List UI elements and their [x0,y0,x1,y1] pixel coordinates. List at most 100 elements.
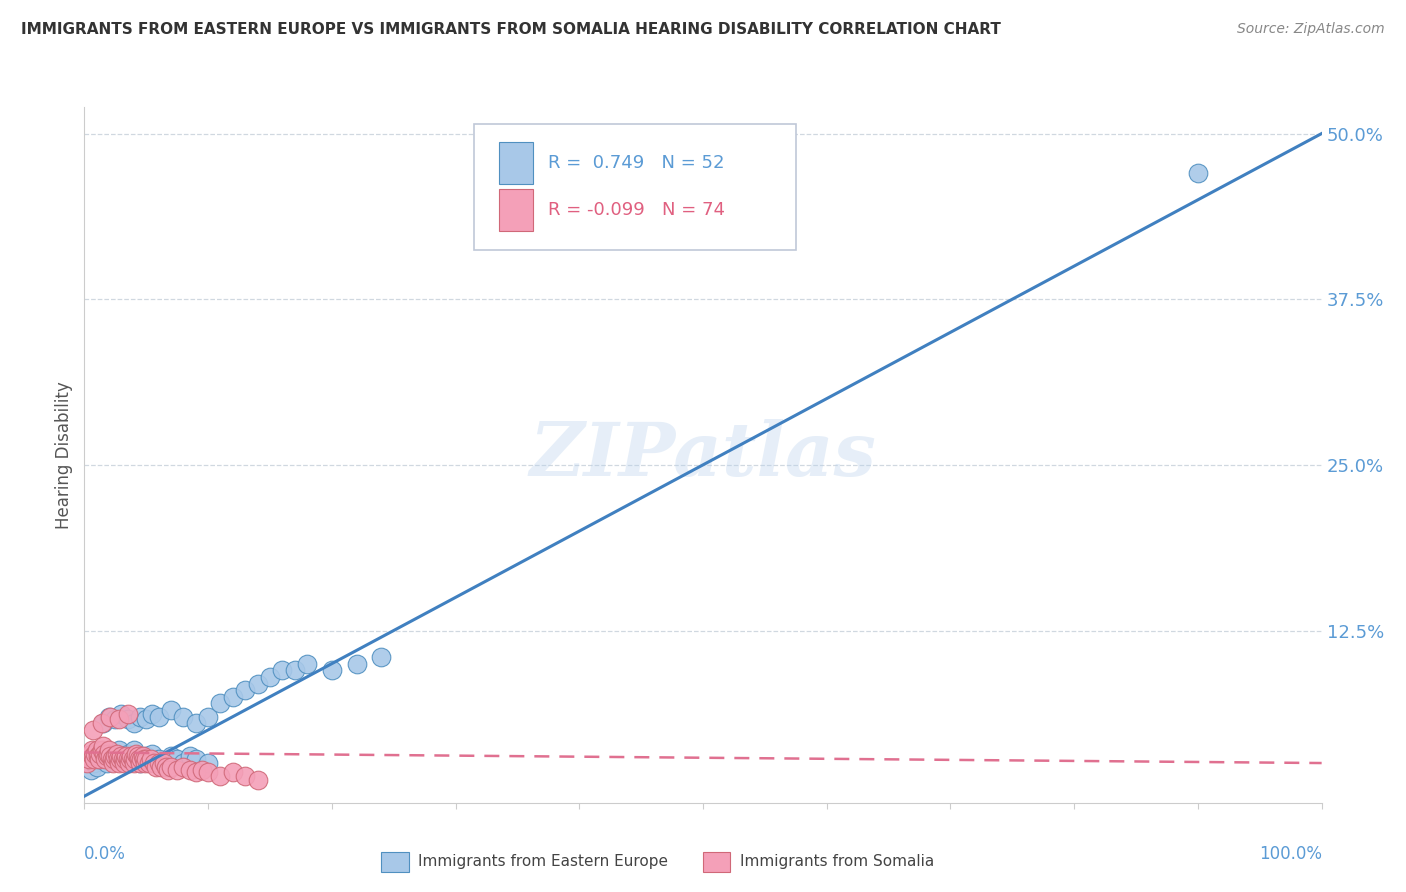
Point [135,749,157,764]
Point [110,752,132,766]
Point [129,709,152,723]
Point [209,697,232,711]
Point [101,756,124,770]
Point [127,749,149,764]
Point [128,752,150,766]
Point [160,703,183,717]
Point [89,747,111,761]
Point [120,752,142,766]
Text: 100.0%: 100.0% [1258,845,1322,863]
Point [107,752,129,766]
Text: R =  0.749   N = 52: R = 0.749 N = 52 [548,153,725,171]
Point [179,763,201,777]
Point [191,763,214,777]
Point [91,739,114,753]
Point [122,716,145,731]
Point [138,756,160,770]
Text: 0.0%: 0.0% [84,845,127,863]
Point [370,650,392,665]
Point [117,706,139,721]
Point [157,763,180,777]
Point [179,749,201,764]
Point [91,716,114,731]
Point [121,752,143,766]
Point [105,747,128,761]
Point [80,743,103,757]
Point [233,769,256,783]
Point [141,752,163,766]
Point [346,657,368,671]
Point [145,760,167,774]
FancyBboxPatch shape [474,124,796,250]
Text: Immigrants from Eastern Europe: Immigrants from Eastern Europe [419,855,668,870]
Point [93,747,115,761]
Point [129,752,152,766]
Point [259,670,281,684]
Point [79,752,101,766]
Point [98,709,121,723]
Point [153,756,176,770]
Point [132,752,155,766]
Point [89,752,111,766]
Point [129,756,152,770]
Point [86,760,108,774]
Point [100,752,122,766]
Point [125,749,148,764]
Point [112,752,135,766]
Point [172,756,194,770]
Point [131,749,153,764]
Point [197,765,219,780]
Point [150,760,173,774]
Point [129,756,152,770]
Point [124,752,146,766]
Point [134,756,156,770]
Point [108,756,131,770]
Point [321,663,343,677]
Point [155,760,177,774]
Point [152,756,174,770]
Point [246,676,269,690]
Point [295,657,318,671]
Point [141,747,163,761]
Point [108,743,131,757]
Point [122,756,145,770]
Point [115,749,138,764]
Point [172,760,194,774]
Point [125,747,148,761]
Point [166,752,188,766]
Point [98,709,121,723]
Point [112,756,135,770]
Point [111,752,134,766]
Point [284,663,307,677]
Point [166,763,188,777]
Point [142,756,165,770]
Point [271,663,294,677]
Point [84,747,107,761]
Point [96,749,118,764]
Point [1187,166,1209,180]
Point [91,749,114,764]
Point [122,743,145,757]
Text: Immigrants from Somalia: Immigrants from Somalia [740,855,935,870]
Point [79,763,101,777]
Point [96,756,118,770]
Bar [499,142,533,184]
Bar [703,852,730,872]
Point [141,706,163,721]
Point [160,760,183,774]
Point [90,743,112,757]
Point [94,752,117,766]
Point [117,752,139,766]
Point [98,743,121,757]
Point [83,756,105,770]
Text: R = -0.099   N = 74: R = -0.099 N = 74 [548,201,725,219]
Bar [499,189,533,231]
Point [97,747,120,761]
Point [103,752,125,766]
Point [83,752,105,766]
Point [135,712,157,726]
Point [110,749,132,764]
Point [184,716,207,731]
Point [86,743,108,757]
Point [104,712,127,726]
